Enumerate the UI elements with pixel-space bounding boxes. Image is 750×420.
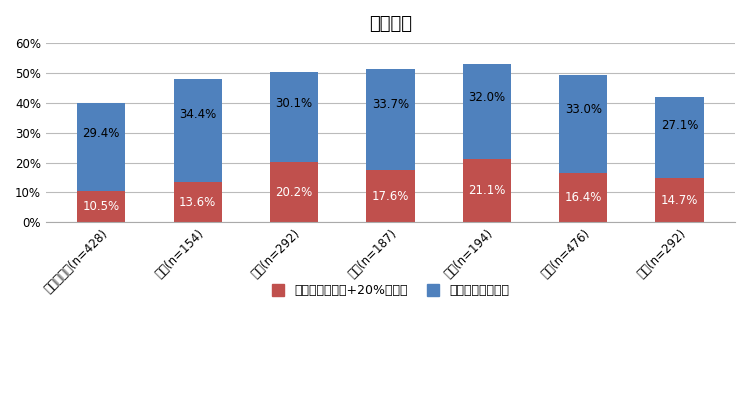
- Bar: [270, 72, 318, 162]
- Bar: [173, 182, 222, 223]
- Bar: [656, 97, 704, 178]
- Text: 32.0%: 32.0%: [468, 91, 506, 104]
- Text: 21.1%: 21.1%: [468, 184, 506, 197]
- Text: 34.4%: 34.4%: [179, 108, 216, 121]
- Bar: [173, 79, 222, 182]
- Text: 16.4%: 16.4%: [565, 192, 602, 205]
- Bar: [463, 159, 511, 223]
- Text: 33.7%: 33.7%: [372, 98, 409, 111]
- Text: 10.5%: 10.5%: [82, 200, 120, 213]
- Text: 17.6%: 17.6%: [372, 189, 409, 202]
- Bar: [366, 170, 415, 223]
- Bar: [559, 173, 608, 223]
- Text: 13.6%: 13.6%: [179, 196, 216, 209]
- Bar: [77, 191, 125, 223]
- Bar: [559, 75, 608, 173]
- Text: 14.7%: 14.7%: [661, 194, 698, 207]
- Bar: [656, 178, 704, 223]
- Bar: [366, 69, 415, 170]
- Text: 20.2%: 20.2%: [275, 186, 313, 199]
- Text: 27.1%: 27.1%: [661, 119, 698, 132]
- Bar: [270, 162, 318, 223]
- Text: 30.1%: 30.1%: [275, 97, 313, 110]
- Bar: [463, 63, 511, 159]
- Legend: 増加している（+20%以上）, やや増加している: 増加している（+20%以上）, やや増加している: [267, 279, 514, 302]
- Bar: [77, 103, 125, 191]
- Text: 33.0%: 33.0%: [565, 102, 602, 116]
- Title: 地域住民: 地域住民: [369, 15, 412, 33]
- Text: 29.4%: 29.4%: [82, 127, 120, 140]
